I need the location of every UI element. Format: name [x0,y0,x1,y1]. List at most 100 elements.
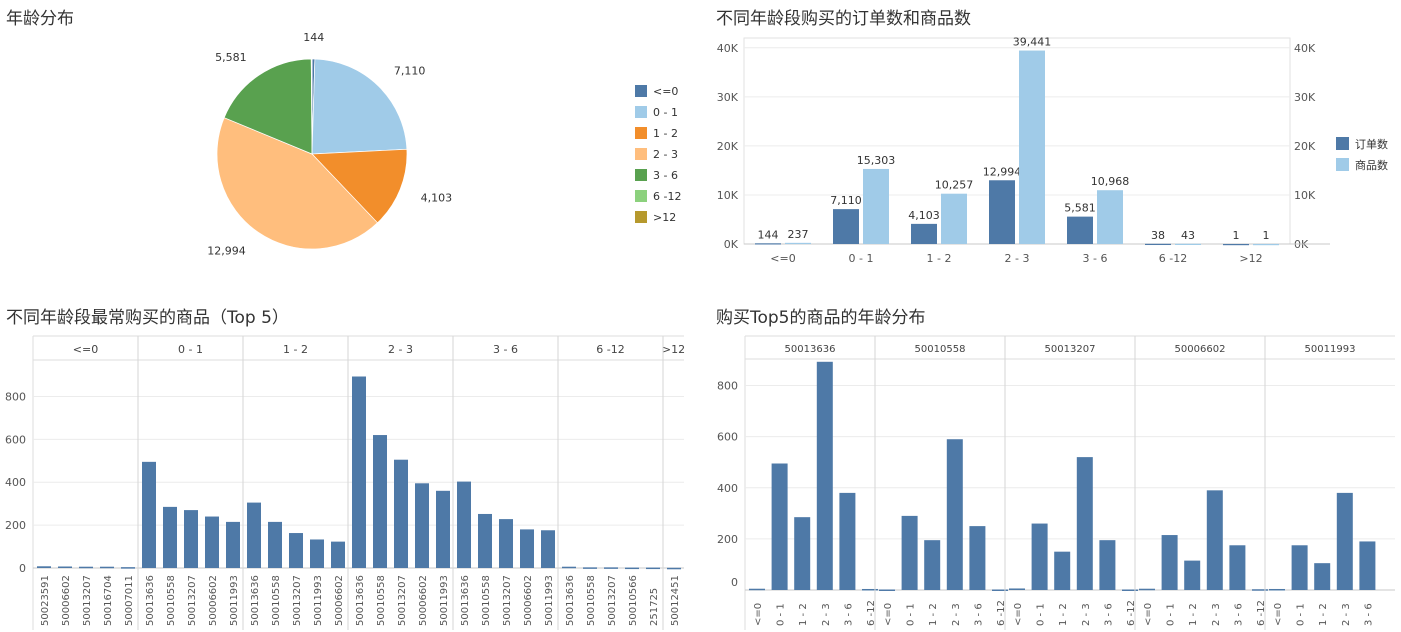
top5-bar-3-2 [394,459,408,568]
pie-data-label-3: 12,994 [207,244,246,257]
agedist-bar-2-0 [1009,588,1025,590]
top5-bar-3-0 [352,376,366,568]
orders-ytick-left-2: 20K [717,140,739,153]
agedist-xtick-4-0: <=0 [1273,603,1284,626]
agedist-xtick-3-2: 1 - 2 [1188,603,1199,626]
orders-bar-0-4 [1067,216,1093,244]
top5-xtick-4-0: 50013636 [460,575,471,626]
top5-bar-6-0 [667,567,681,570]
pie-legend-label-0: <=0 [653,85,678,98]
orders-xtick-0: <=0 [770,252,795,265]
top5-bar-1-3 [205,516,219,568]
agedist-xtick-1-4: 3 - 6 [973,603,984,626]
top5-bar-4-1 [478,513,492,568]
orders-data-label-1-2: 10,257 [935,179,974,192]
top5-xtick-0-3: 50016704 [103,575,114,626]
top5-xtick-5-4: 251725 [649,588,660,626]
top5-xtick-5-0: 50013636 [565,575,576,626]
top5-bar-2-0 [247,502,261,568]
orders-ytick-left-3: 30K [717,91,739,104]
pie-legend-swatch-4 [635,169,647,181]
agedist-bar-3-3 [1206,490,1223,590]
agedist-bar-4-2 [1314,563,1331,590]
top5-xtick-4-4: 50011993 [544,575,555,626]
top5-xtick-4-2: 50013207 [502,575,513,626]
top5-ytick-4: 800 [5,390,26,403]
agedist-bar-1-5 [992,589,1008,591]
pie-slice-3 [216,117,378,250]
pie-data-label-1: 7,110 [394,64,426,77]
orders-data-label-0-0: 144 [758,228,779,241]
pie-slice-1 [311,58,408,155]
top5-bar-5-1 [583,567,597,569]
agedist-xtick-1-5: 6 -12 [996,600,1007,626]
top5-bar-4-2 [499,519,513,568]
agedist-ytick-0: 0 [731,576,738,589]
agedist-bar-0-0 [749,588,765,591]
agedist-xtick-0-4: 3 - 6 [843,603,854,626]
orders-data-label-1-0: 237 [788,228,809,241]
orders-bar-0-6 [1223,243,1249,246]
orders-data-label-1-1: 15,303 [857,154,896,167]
agedist-bar-0-1 [771,463,788,590]
orders-bar-0-1 [833,209,859,244]
orders-ytick-right-2: 20K [1294,140,1316,153]
agedist-xtick-3-3: 2 - 3 [1211,603,1222,626]
agedist-facet-label-3: 50006602 [1175,344,1226,355]
agedist-ytick-4: 800 [717,380,738,393]
agedist-xtick-1-0: <=0 [883,603,894,626]
top5-bar-0-0 [37,566,51,568]
top5-xtick-3-1: 50010558 [376,575,387,626]
agedist-bar-3-1 [1161,535,1178,590]
agedist-xtick-2-0: <=0 [1013,603,1024,626]
orders-bar-1-4 [1097,190,1123,244]
top5-facet-label-6: >12 [662,343,685,356]
top5-xtick-1-3: 50006602 [208,575,219,626]
top5-xtick-4-3: 50006602 [523,575,534,626]
orders-data-label-0-3: 12,994 [983,165,1022,178]
agedist-xtick-0-1: 0 - 1 [776,603,787,626]
top5-bar-5-3 [625,567,639,570]
orders-legend-swatch-1 [1336,158,1349,171]
orders-legend-swatch-0 [1336,137,1349,150]
agedist-ytick-1: 200 [717,533,738,546]
pie-chart-title: 年龄分布 [6,9,74,29]
orders-data-label-1-4: 10,968 [1091,175,1130,188]
agedist-bar-4-3 [1336,492,1353,590]
agedist-bar-0-5 [862,588,878,591]
top5-xtick-1-2: 50013207 [187,575,198,626]
pie-legend-label-3: 2 - 3 [653,148,678,161]
orders-bar-1-0 [785,242,811,245]
top5-bar-0-1 [58,566,72,568]
top5-xtick-0-2: 50013207 [82,575,93,626]
agedist-xtick-2-4: 3 - 6 [1103,603,1114,626]
orders-ytick-left-1: 10K [717,189,739,202]
agedist-facet-label-1: 50010558 [915,344,966,355]
pie-legend-label-2: 1 - 2 [653,127,678,140]
pie-legend-swatch-3 [635,148,647,160]
agedist-ytick-3: 600 [717,431,738,444]
agedist-bar-1-0 [879,589,895,591]
top5-bar-0-3 [100,566,114,569]
agedist-bar-3-4 [1229,545,1246,590]
top5-xtick-2-4: 50006602 [334,575,345,626]
agedist-xtick-1-3: 2 - 3 [951,603,962,626]
top5-ytick-0: 0 [19,562,26,575]
orders-data-label-0-6: 1 [1233,229,1240,242]
orders-xtick-2: 1 - 2 [927,252,952,265]
agedist-bar-4-4 [1359,541,1376,590]
top5-bar-3-3 [415,483,429,568]
orders-bar-1-2 [941,193,967,244]
orders-xtick-6: >12 [1239,252,1262,265]
orders-bar-0-0 [755,243,781,245]
pie-legend-swatch-2 [635,127,647,139]
agedist-bar-1-2 [924,540,941,590]
agedist-bar-3-0 [1139,588,1155,591]
top5-facet-label-3: 2 - 3 [388,343,413,356]
pie-slice-4 [223,58,313,155]
agedist-xtick-4-1: 0 - 1 [1296,603,1307,626]
orders-data-label-0-1: 7,110 [830,194,862,207]
agedist-bar-1-3 [946,439,963,590]
orders-bar-1-1 [863,168,889,244]
